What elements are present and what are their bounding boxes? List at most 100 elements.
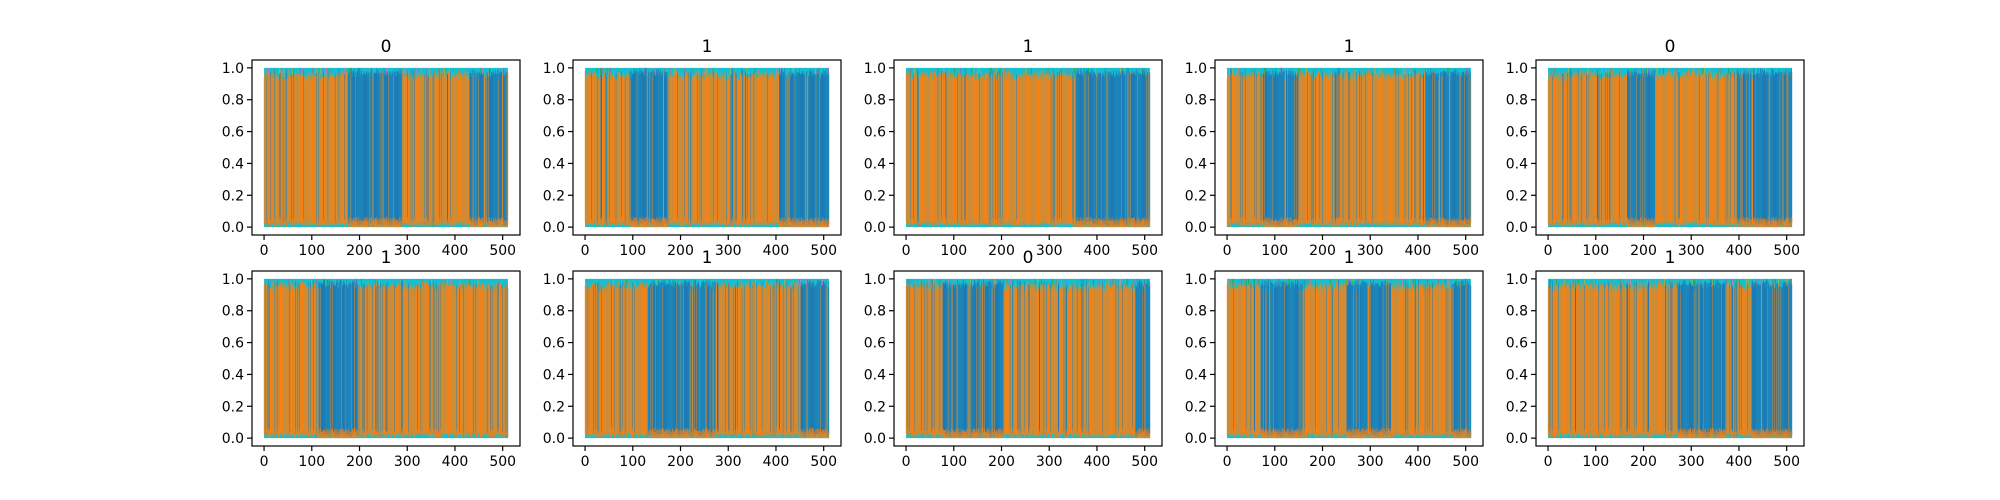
series-orange-base: [1597, 220, 1599, 228]
series-orange-column: [379, 284, 380, 435]
series-blue-column: [1751, 74, 1753, 225]
series-orange-column: [1018, 78, 1019, 226]
series-orange-column: [1410, 76, 1412, 226]
series-blue-column: [1428, 76, 1430, 225]
series-orange-column: [975, 71, 977, 224]
series-orange-column: [913, 73, 915, 224]
series-orange-column: [932, 72, 933, 226]
series-blue-column: [1639, 74, 1640, 226]
series-blue-column: [456, 285, 458, 435]
series-orange-column: [454, 285, 455, 438]
series-orange-column: [1718, 79, 1719, 226]
series-orange-column: [406, 76, 407, 225]
series-orange-base: [742, 216, 744, 228]
series-orange-column: [1588, 77, 1590, 225]
series-orange-base: [1077, 219, 1079, 228]
series-orange-base: [1426, 220, 1428, 228]
series-orange-column: [676, 283, 677, 436]
series-orange-column: [302, 281, 303, 434]
series-blue-column: [1631, 72, 1633, 223]
series-orange-column: [288, 76, 289, 223]
series-blue-column: [1081, 72, 1083, 224]
series-orange-column: [327, 74, 328, 226]
series-orange-base: [664, 431, 666, 439]
series-minor-speck: [1374, 67, 1376, 75]
series-orange-base: [490, 221, 491, 228]
series-minor-speck: [1069, 67, 1071, 75]
series-blue-column: [648, 286, 650, 436]
series-blue-column: [651, 285, 653, 435]
series-orange-column: [611, 79, 613, 225]
y-tick-label: 0.0: [543, 220, 565, 236]
series-blue-column: [334, 281, 335, 434]
series-orange-base: [428, 429, 430, 439]
series-orange-column: [474, 285, 475, 433]
series-blue-column: [654, 281, 655, 436]
series-orange-base: [343, 428, 344, 439]
series-orange-column: [1709, 79, 1711, 226]
series-orange-column: [1667, 69, 1669, 222]
series-orange-column: [280, 286, 281, 435]
series-blue-column: [653, 279, 654, 433]
series-orange-column: [670, 69, 672, 222]
series-orange-column: [690, 282, 692, 433]
series-orange-column: [445, 287, 447, 434]
series-blue-column: [1462, 71, 1464, 226]
series-orange-base: [482, 217, 483, 228]
series-orange-column: [980, 71, 982, 224]
series-orange-base: [1360, 220, 1362, 228]
series-orange-base: [1415, 217, 1416, 228]
series-orange-column: [966, 73, 967, 225]
series-orange-column: [491, 282, 492, 433]
series-orange-base: [426, 217, 427, 228]
series-orange-column: [724, 79, 725, 225]
series-orange-column: [1408, 75, 1410, 227]
series-blue-column: [478, 71, 480, 222]
series-orange-column: [587, 72, 588, 225]
series-blue-column: [342, 284, 344, 435]
series-orange-base: [474, 217, 476, 228]
series-orange-column: [1746, 78, 1747, 224]
series-orange-base: [385, 430, 387, 439]
series-blue-column: [1090, 72, 1091, 222]
series-minor-speck: [674, 67, 676, 75]
series-orange-column: [712, 291, 714, 438]
series-blue-column: [1634, 71, 1635, 226]
series-orange-column: [412, 286, 413, 434]
series-orange-base: [667, 428, 668, 439]
series-blue-column: [1113, 71, 1114, 227]
series-minor-speck: [1409, 67, 1411, 75]
series-orange-column: [693, 72, 695, 224]
series-orange-column: [1361, 74, 1362, 226]
series-orange-column: [1639, 79, 1641, 226]
series-blue-column: [1448, 72, 1450, 224]
series-blue-column: [632, 73, 634, 226]
series-blue-column: [662, 73, 663, 225]
series-orange-base: [1466, 221, 1467, 228]
series-orange-column: [1414, 76, 1416, 225]
series-orange-base: [372, 221, 374, 228]
series-orange-base: [823, 217, 824, 228]
series-orange-column: [398, 284, 399, 434]
series-blue-column: [642, 72, 643, 225]
series-blue-column: [1261, 73, 1263, 225]
series-orange-column: [646, 283, 647, 433]
series-orange-column: [756, 78, 757, 225]
series-blue-column: [1073, 75, 1074, 225]
series-orange-column: [778, 75, 779, 226]
series-orange-column: [1019, 73, 1021, 222]
series-orange-column: [1571, 73, 1572, 227]
series-orange-column: [919, 73, 921, 223]
series-orange-column: [1074, 78, 1076, 226]
series-orange-column: [494, 288, 495, 437]
series-orange-column: [706, 284, 708, 437]
series-blue-column: [354, 69, 355, 223]
series-orange-column: [1358, 75, 1360, 223]
series-orange-base: [654, 219, 656, 228]
series-blue-column: [377, 69, 378, 225]
series-orange-column: [1371, 75, 1373, 225]
series-blue-column: [1646, 73, 1648, 222]
series-orange-column: [617, 80, 618, 226]
series-blue-column: [1455, 76, 1457, 226]
series-minor-speck: [1263, 67, 1265, 75]
